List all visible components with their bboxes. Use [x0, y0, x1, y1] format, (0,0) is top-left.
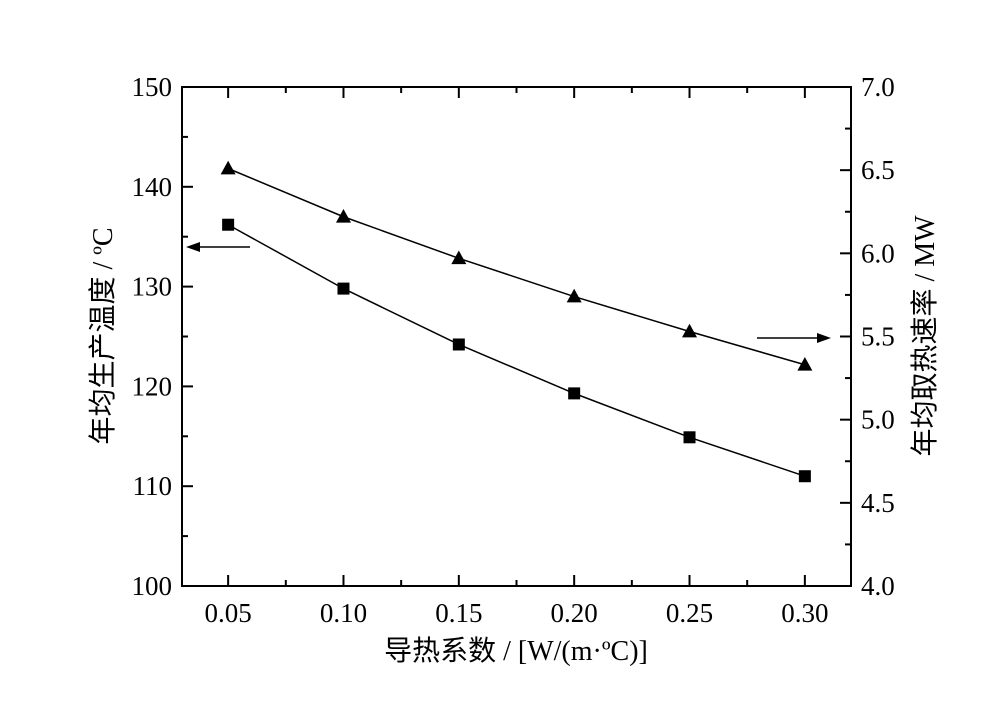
y-right-tick-label: 6.5: [861, 155, 895, 185]
y-right-tick-label: 5.5: [861, 322, 895, 352]
arrow-right-head: [817, 333, 831, 343]
y-left-tick-label: 130: [132, 272, 173, 302]
y-left-tick-label: 140: [132, 172, 173, 202]
y-left-tick-label: 100: [132, 571, 173, 601]
triangle-marker: [335, 208, 351, 223]
x-tick-label: 0.20: [551, 598, 598, 628]
y-right-tick-label: 6.0: [861, 238, 895, 268]
y-axis-left-title: 年均生产温度 / ºC: [87, 227, 119, 444]
x-tick-label: 0.15: [435, 598, 482, 628]
y-left-tick-label: 150: [132, 72, 173, 102]
series-line-heat-rate: [227, 167, 806, 366]
triangle-marker: [220, 160, 236, 175]
square-marker: [337, 282, 350, 295]
series-group: [220, 160, 813, 483]
square-marker: [798, 470, 811, 483]
triangle-marker: [682, 323, 698, 338]
triangle-marker: [566, 288, 582, 303]
triangle-marker: [797, 356, 813, 371]
square-marker: [683, 431, 696, 444]
y-right-tick-label: 5.0: [861, 405, 895, 435]
x-axis-title: 导热系数 / [W/(m·ºC)]: [384, 635, 648, 667]
y-axis-right-title: 年均取热速率 / MW: [909, 215, 941, 457]
triangle-marker: [451, 250, 467, 265]
x-tick-label: 0.10: [320, 598, 367, 628]
tick-labels-group: 0.05 0.10 0.15 0.20 0.25 0.30 100 110 120 130 140 1…: [132, 72, 895, 628]
y-right-tick-label: 4.5: [861, 488, 895, 518]
square-marker: [452, 338, 465, 351]
y-right-tick-label: 4.0: [861, 571, 895, 601]
series-line-temperature: [227, 224, 806, 477]
y-right-tick-label: 7.0: [861, 72, 895, 102]
ticks-group: [182, 86, 851, 587]
square-marker: [568, 387, 581, 400]
x-tick-label: 0.05: [205, 598, 252, 628]
square-marker: [222, 218, 235, 231]
x-tick-label: 0.30: [781, 598, 828, 628]
y-left-tick-label: 120: [132, 371, 173, 401]
plot-frame: [181, 86, 852, 587]
arrow-left-head: [186, 242, 200, 252]
y-left-tick-label: 110: [133, 471, 173, 501]
x-tick-label: 0.25: [666, 598, 713, 628]
annotations-group: [186, 242, 831, 343]
